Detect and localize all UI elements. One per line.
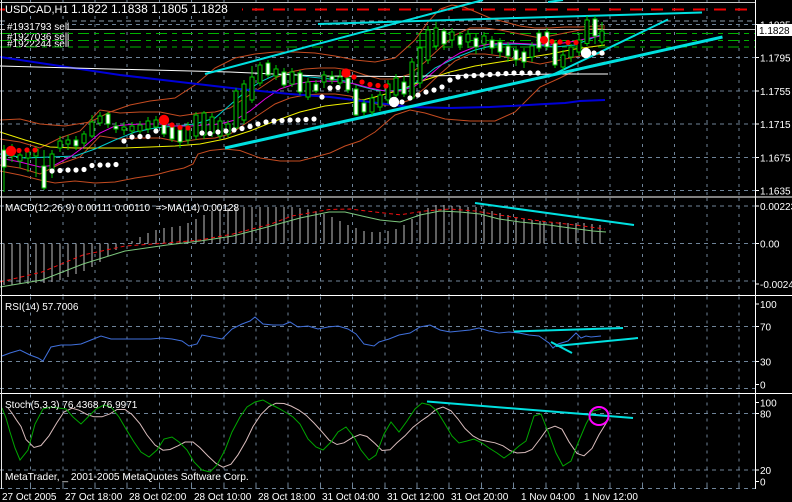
svg-text:1.1675: 1.1675: [760, 153, 791, 164]
svg-text:100: 100: [760, 399, 777, 410]
svg-text:100: 100: [760, 300, 777, 311]
svg-text:MetaTrader, _ 2001-2005 MetaQu: MetaTrader, _ 2001-2005 MetaQuotes Softw…: [5, 472, 249, 483]
svg-text:31 Oct 12:00: 31 Oct 12:00: [387, 492, 445, 502]
svg-text:MACD(12,26,9) 0.00111 0.00110: MACD(12,26,9) 0.00111 0.00110 =>MA(14) 0…: [5, 203, 239, 214]
svg-text:#1927036 sell: #1927036 sell: [7, 32, 69, 43]
svg-text:RSI(14) 57.7006: RSI(14) 57.7006: [5, 302, 79, 313]
svg-text:27 Oct 2005: 27 Oct 2005: [2, 492, 57, 502]
svg-text:1.1795: 1.1795: [760, 54, 791, 65]
svg-text:31 Oct 04:00: 31 Oct 04:00: [322, 492, 380, 502]
svg-text:1.1715: 1.1715: [760, 120, 791, 131]
svg-text:28 Oct 10:00: 28 Oct 10:00: [194, 492, 252, 502]
svg-text:1.1822 1.1838 1.1805 1.1828: 1.1822 1.1838 1.1805 1.1828: [71, 2, 228, 16]
svg-text:0.00: 0.00: [760, 240, 780, 251]
svg-text:20: 20: [760, 466, 772, 477]
svg-text:0: 0: [760, 478, 766, 489]
svg-text:1 Nov 04:00: 1 Nov 04:00: [521, 492, 575, 502]
svg-text:1.1828: 1.1828: [759, 26, 790, 37]
svg-text:30: 30: [760, 357, 772, 368]
svg-text:1 Nov 12:00: 1 Nov 12:00: [584, 492, 638, 502]
svg-text:#1922244 sell: #1922244 sell: [7, 39, 69, 50]
svg-text:0: 0: [760, 381, 766, 392]
svg-text:-0.0024: -0.0024: [760, 280, 792, 291]
svg-text:0.00223: 0.00223: [760, 202, 792, 213]
svg-text:70: 70: [760, 323, 772, 334]
svg-text:28 Oct 02:00: 28 Oct 02:00: [129, 492, 187, 502]
svg-text:31 Oct 20:00: 31 Oct 20:00: [451, 492, 509, 502]
svg-text:#1931793 sell: #1931793 sell: [7, 22, 69, 33]
svg-text:28 Oct 18:00: 28 Oct 18:00: [258, 492, 316, 502]
svg-text:1.1755: 1.1755: [760, 87, 791, 98]
svg-text:USDCAD,H1: USDCAD,H1: [5, 4, 69, 16]
svg-text:27 Oct 18:00: 27 Oct 18:00: [65, 492, 123, 502]
svg-text:1.1635: 1.1635: [760, 187, 791, 198]
svg-text:80: 80: [760, 410, 772, 421]
svg-text:Stoch(5,3,3) 76.4368 76.9971: Stoch(5,3,3) 76.4368 76.9971: [5, 400, 138, 411]
